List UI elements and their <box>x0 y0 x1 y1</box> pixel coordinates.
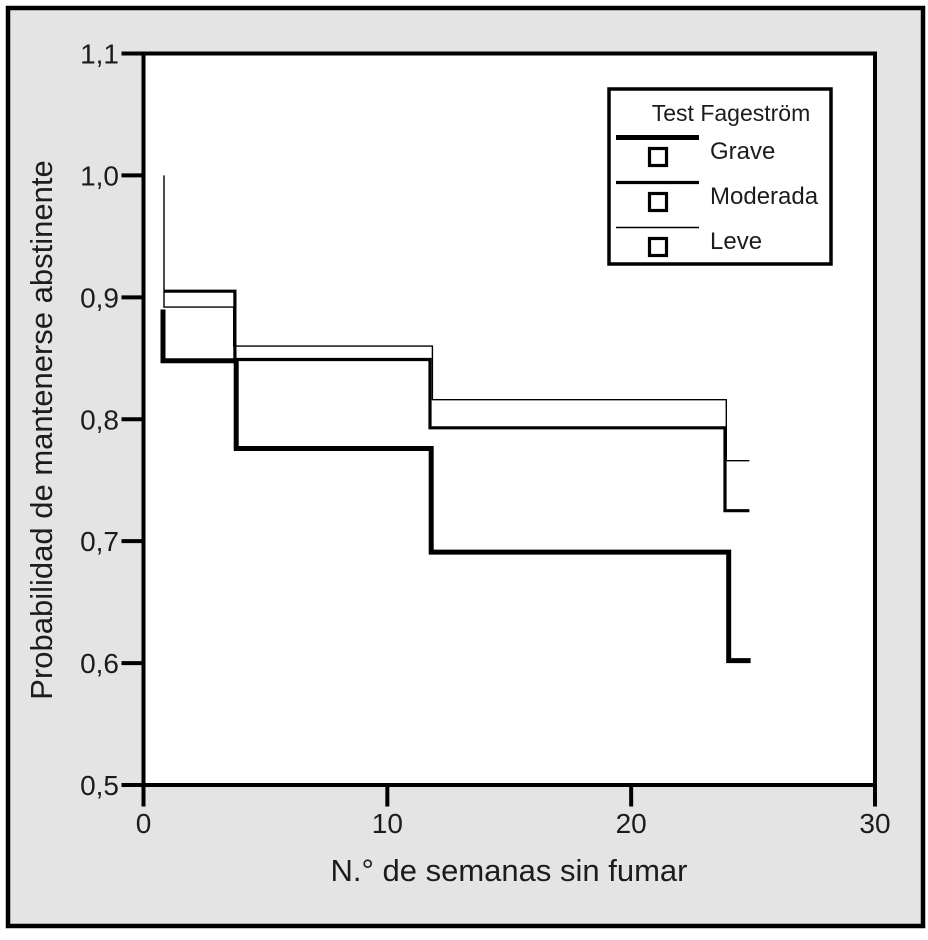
series-line-moderada <box>163 289 750 513</box>
series-lines <box>160 175 751 664</box>
y-tick-label: 0,5 <box>80 770 119 801</box>
legend-square-marker <box>647 191 669 213</box>
y-tick-label: 0,6 <box>80 648 119 679</box>
x-tick-label: 10 <box>372 808 403 839</box>
legend-square-marker <box>647 146 669 168</box>
legend-box <box>607 87 833 266</box>
x-tick-label: 0 <box>136 808 152 839</box>
y-tick-label: 1,0 <box>80 160 119 191</box>
legend-title: Test Fageström <box>652 100 811 126</box>
legend: Test Fageström Grave Moderada Leve <box>607 87 833 266</box>
legend-label-grave: Grave <box>710 138 775 165</box>
y-axis-title: Probabilidad de mantenerse abstinente <box>24 160 59 699</box>
y-tick-label: 0,9 <box>80 282 119 313</box>
x-axis-title: N.° de semanas sin fumar <box>331 853 688 888</box>
x-tick-label: 30 <box>859 808 890 839</box>
legend-entries: Grave Moderada Leve <box>616 135 819 258</box>
y-tick-label: 1,1 <box>80 39 119 70</box>
y-axis-ticks: 1,1 1,0 0,9 0,8 0,7 0,6 0,5 <box>80 39 144 801</box>
x-axis-ticks: 0 10 20 30 <box>136 785 891 839</box>
x-tick-label: 20 <box>616 808 647 839</box>
legend-label-moderada: Moderada <box>710 183 819 210</box>
y-tick-label: 0,7 <box>80 526 119 557</box>
legend-square-marker <box>647 236 669 258</box>
legend-label-leve: Leve <box>710 228 762 255</box>
series-line-grave <box>160 309 751 664</box>
y-tick-label: 0,8 <box>80 404 119 435</box>
